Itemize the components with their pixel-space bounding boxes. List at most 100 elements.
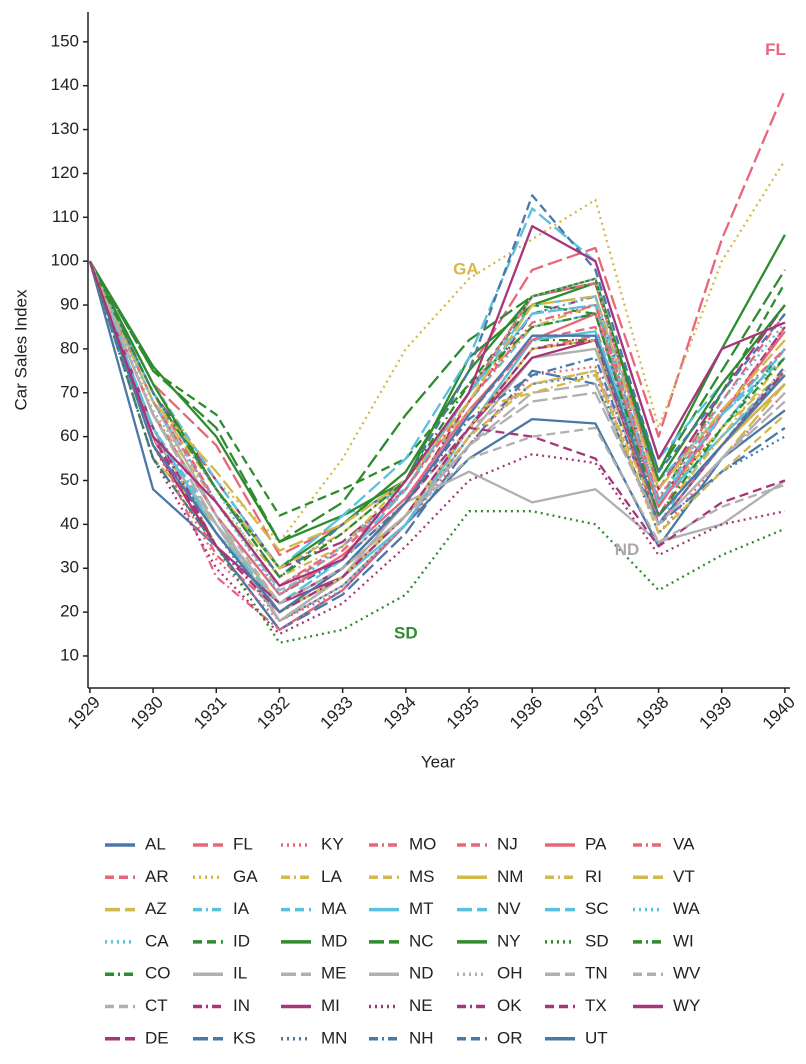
legend-label: WI [673, 931, 694, 950]
legend-label: NV [497, 899, 521, 918]
legend-label: ME [321, 964, 347, 983]
x-tick-label: 1937 [569, 693, 609, 733]
y-tick-label: 60 [60, 426, 79, 445]
y-tick-label: 40 [60, 514, 79, 533]
legend-label: UT [585, 1028, 608, 1047]
x-tick-label: 1938 [632, 693, 672, 733]
legend-label: MD [321, 931, 347, 950]
series-line [88, 194, 786, 579]
legend-label: CO [145, 964, 171, 983]
legend-label: PA [585, 834, 607, 853]
series-line [88, 260, 786, 579]
legend-label: KY [321, 834, 344, 853]
x-tick-label: 1936 [506, 693, 546, 733]
legend-label: VT [673, 867, 695, 886]
y-tick-label: 50 [60, 470, 79, 489]
legend-label: MA [321, 899, 347, 918]
legend-label: ND [409, 964, 434, 983]
legend-label: SC [585, 899, 609, 918]
x-tick-label: 1931 [190, 693, 230, 733]
legend-label: MO [409, 834, 436, 853]
annotation: ND [615, 540, 640, 559]
legend-label: FL [233, 834, 253, 853]
legend-label: AZ [145, 899, 167, 918]
legend-label: DE [145, 1028, 169, 1047]
y-tick-label: 130 [51, 119, 79, 138]
series-line [88, 260, 786, 570]
y-tick-label: 120 [51, 163, 79, 182]
legend-label: LA [321, 867, 342, 886]
y-tick-label: 80 [60, 338, 79, 357]
legend-label: WY [673, 996, 700, 1015]
legend-label: MI [321, 996, 340, 1015]
series-line [88, 260, 786, 570]
series-line [88, 260, 786, 570]
x-tick-label: 1940 [759, 693, 799, 733]
legend-label: NJ [497, 834, 518, 853]
x-tick-label: 1935 [443, 693, 483, 733]
legend-label: TN [585, 964, 608, 983]
legend-label: CT [145, 996, 168, 1015]
x-tick-label: 1939 [696, 693, 736, 733]
legend-label: TX [585, 996, 607, 1015]
series-line [88, 260, 786, 614]
series-line [88, 260, 786, 605]
y-tick-label: 70 [60, 382, 79, 401]
y-tick-label: 90 [60, 295, 79, 314]
legend-label: MN [321, 1028, 347, 1047]
series-line [88, 260, 786, 596]
legend-label: VA [673, 834, 695, 853]
legend-label: IN [233, 996, 250, 1015]
x-tick-label: 1930 [127, 693, 167, 733]
y-tick-label: 110 [52, 207, 79, 226]
series-line [88, 260, 786, 605]
legend-label: AL [145, 834, 166, 853]
legend-label: OH [497, 964, 523, 983]
legend-label: NE [409, 996, 433, 1015]
legend-label: IA [233, 899, 250, 918]
legend-label: NC [409, 931, 434, 950]
legend-label: NH [409, 1028, 434, 1047]
y-tick-label: 150 [51, 31, 79, 50]
y-tick-label: 30 [60, 558, 79, 577]
series-line [88, 260, 786, 596]
annotation: FL [765, 40, 786, 59]
legend-label: AR [145, 867, 169, 886]
legend-label: NM [497, 867, 523, 886]
legend-label: NY [497, 931, 521, 950]
legend-label: WA [673, 899, 700, 918]
y-tick-label: 20 [60, 602, 79, 621]
legend-label: CA [145, 931, 169, 950]
series-line [88, 260, 786, 644]
legend-label: WV [673, 964, 701, 983]
y-axis-label: Car Sales Index [11, 289, 30, 410]
legend-label: GA [233, 867, 258, 886]
legend-label: OR [497, 1028, 523, 1047]
legend-label: ID [233, 931, 250, 950]
y-tick-label: 10 [60, 645, 79, 664]
series-line [88, 260, 786, 570]
y-tick-label: 100 [51, 251, 79, 270]
series-line [88, 260, 786, 605]
legend-label: KS [233, 1028, 256, 1047]
series-line [88, 224, 786, 587]
legend-label: MT [409, 899, 434, 918]
x-tick-label: 1934 [380, 693, 420, 733]
y-tick-label: 140 [51, 75, 79, 94]
legend-label: SD [585, 931, 609, 950]
annotation: GA [453, 259, 479, 278]
series-line [88, 260, 786, 596]
series-line [88, 260, 786, 614]
series-line [88, 260, 786, 623]
x-tick-label: 1932 [253, 693, 293, 733]
legend-label: OK [497, 996, 522, 1015]
legend-label: RI [585, 867, 602, 886]
annotation: SD [394, 624, 418, 643]
series-line [88, 260, 786, 631]
series-line [88, 260, 786, 544]
series-line [88, 159, 786, 544]
series-line [88, 260, 786, 636]
legend-label: MS [409, 867, 435, 886]
x-tick-label: 1929 [64, 693, 104, 733]
x-axis-label: Year [421, 752, 456, 771]
